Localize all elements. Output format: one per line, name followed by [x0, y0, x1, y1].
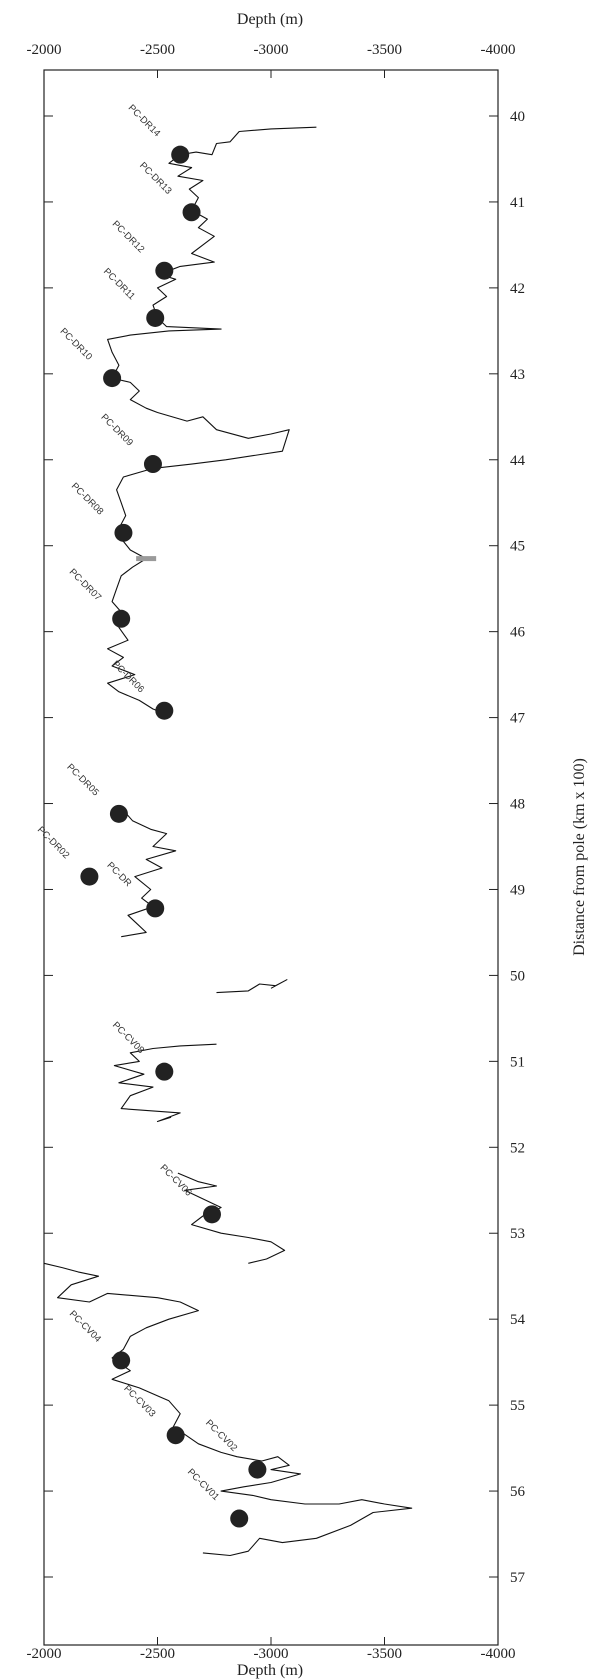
right-tick-label-17: 57: [510, 1570, 526, 1586]
sample-dot-2: [155, 261, 174, 280]
sample-label-2: PC-DR12: [110, 219, 147, 256]
sample-label-1: PC-DR13: [137, 160, 174, 197]
top-tick-label-1: -2500: [140, 42, 175, 58]
sample-dot-5: [143, 455, 162, 474]
sample-label-4: PC-DR10: [58, 326, 95, 363]
sample-label-3: PC-DR11: [101, 266, 137, 302]
right-tick-label-3: 43: [510, 367, 525, 383]
right-tick-label-5: 45: [510, 539, 525, 555]
profile-segment-2: [216, 979, 288, 994]
sample-dot-11: [146, 899, 165, 918]
grey-marker: [136, 556, 157, 562]
y-axis-title: Distance from pole (km x 100): [571, 758, 588, 956]
right-tick-label-6: 46: [510, 625, 526, 641]
sample-dot-9: [109, 804, 128, 823]
profile-segment-1: [120, 807, 177, 938]
sample-dot-15: [166, 1426, 185, 1445]
sample-dot-3: [146, 308, 165, 327]
sample-label-9: PC-DR05: [64, 762, 101, 799]
right-tick-label-15: 55: [510, 1398, 525, 1414]
bottom-tick-label-2: -3000: [254, 1646, 289, 1662]
sample-label-17: PC-CV01: [185, 1467, 221, 1503]
sample-dot-4: [103, 369, 122, 388]
top-axis-title: Depth (m): [237, 11, 303, 28]
right-tick-label-4: 44: [510, 453, 526, 469]
right-tick-label-13: 53: [510, 1226, 525, 1242]
sample-label-15: PC-CV03: [121, 1383, 157, 1419]
plot-frame: [43, 69, 499, 1646]
right-tick-label-12: 52: [510, 1140, 525, 1156]
profile-segment-4: [177, 1172, 286, 1264]
sample-dot-14: [112, 1351, 131, 1370]
right-tick-label-10: 50: [510, 968, 525, 984]
sample-label-5: PC-DR09: [99, 412, 136, 449]
profile-segment-3: [113, 1043, 217, 1123]
bottom-tick-label-1: -2500: [140, 1646, 175, 1662]
sample-dot-16: [248, 1460, 267, 1479]
sample-dot-17: [230, 1509, 249, 1528]
right-tick-label-0: 40: [510, 109, 525, 125]
sample-label-13: PC-CV06: [158, 1162, 194, 1198]
bottom-tick-label-3: -3500: [367, 1646, 402, 1662]
right-tick-label-9: 49: [510, 882, 525, 898]
bottom-axis: -2000 -2500 -3000 -3500 -4000: [27, 1637, 516, 1662]
sample-label-10: PC-DR02: [35, 825, 72, 862]
right-axis: 40 41 42 43 44 45 46 47 48 49 50 51 52 53 54 55 56 57: [489, 109, 526, 1586]
right-tick-label-8: 48: [510, 797, 525, 813]
top-tick-label-3: -3500: [367, 42, 402, 58]
sample-dot-8: [155, 701, 174, 720]
right-tick-label-1: 41: [510, 195, 525, 211]
bottom-axis-title: Depth (m): [237, 1662, 303, 1679]
right-tick-label-16: 56: [510, 1484, 526, 1500]
top-tick-label-2: -3000: [254, 42, 289, 58]
sample-label-14: PC-CV04: [67, 1309, 103, 1345]
sample-label-11: PC-DR: [104, 860, 133, 889]
top-tick-label-0: -2000: [27, 42, 62, 58]
sample-label-6: PC-DR08: [69, 481, 106, 518]
right-tick-label-14: 54: [510, 1312, 526, 1328]
sample-dot-7: [112, 609, 131, 628]
sample-label-12: PC-CV08: [110, 1020, 146, 1056]
depth-profile: [43, 126, 413, 1557]
sample-label-16: PC-CV02: [203, 1418, 239, 1454]
profile-segment-5: [43, 1262, 413, 1557]
profile-segment-0: [107, 126, 317, 714]
sample-dot-6: [114, 523, 133, 542]
sample-dot-12: [155, 1062, 174, 1081]
sample-label-7: PC-DR07: [67, 567, 104, 604]
sample-dot-10: [80, 867, 99, 886]
bottom-tick-label-4: -4000: [481, 1646, 516, 1662]
top-tick-label-4: -4000: [481, 42, 516, 58]
right-tick-label-11: 51: [510, 1054, 525, 1070]
right-tick-label-7: 47: [510, 711, 526, 727]
sample-dot-13: [202, 1205, 221, 1224]
top-axis: -2000 -2500 -3000 -3500 -4000: [27, 42, 516, 78]
right-tick-label-2: 42: [510, 281, 525, 297]
sample-dot-1: [182, 203, 201, 222]
bottom-tick-label-0: -2000: [27, 1646, 62, 1662]
sample-dot-0: [171, 145, 190, 164]
sample-label-0: PC-DR14: [126, 103, 163, 140]
left-axis-ticks: [44, 115, 53, 1578]
